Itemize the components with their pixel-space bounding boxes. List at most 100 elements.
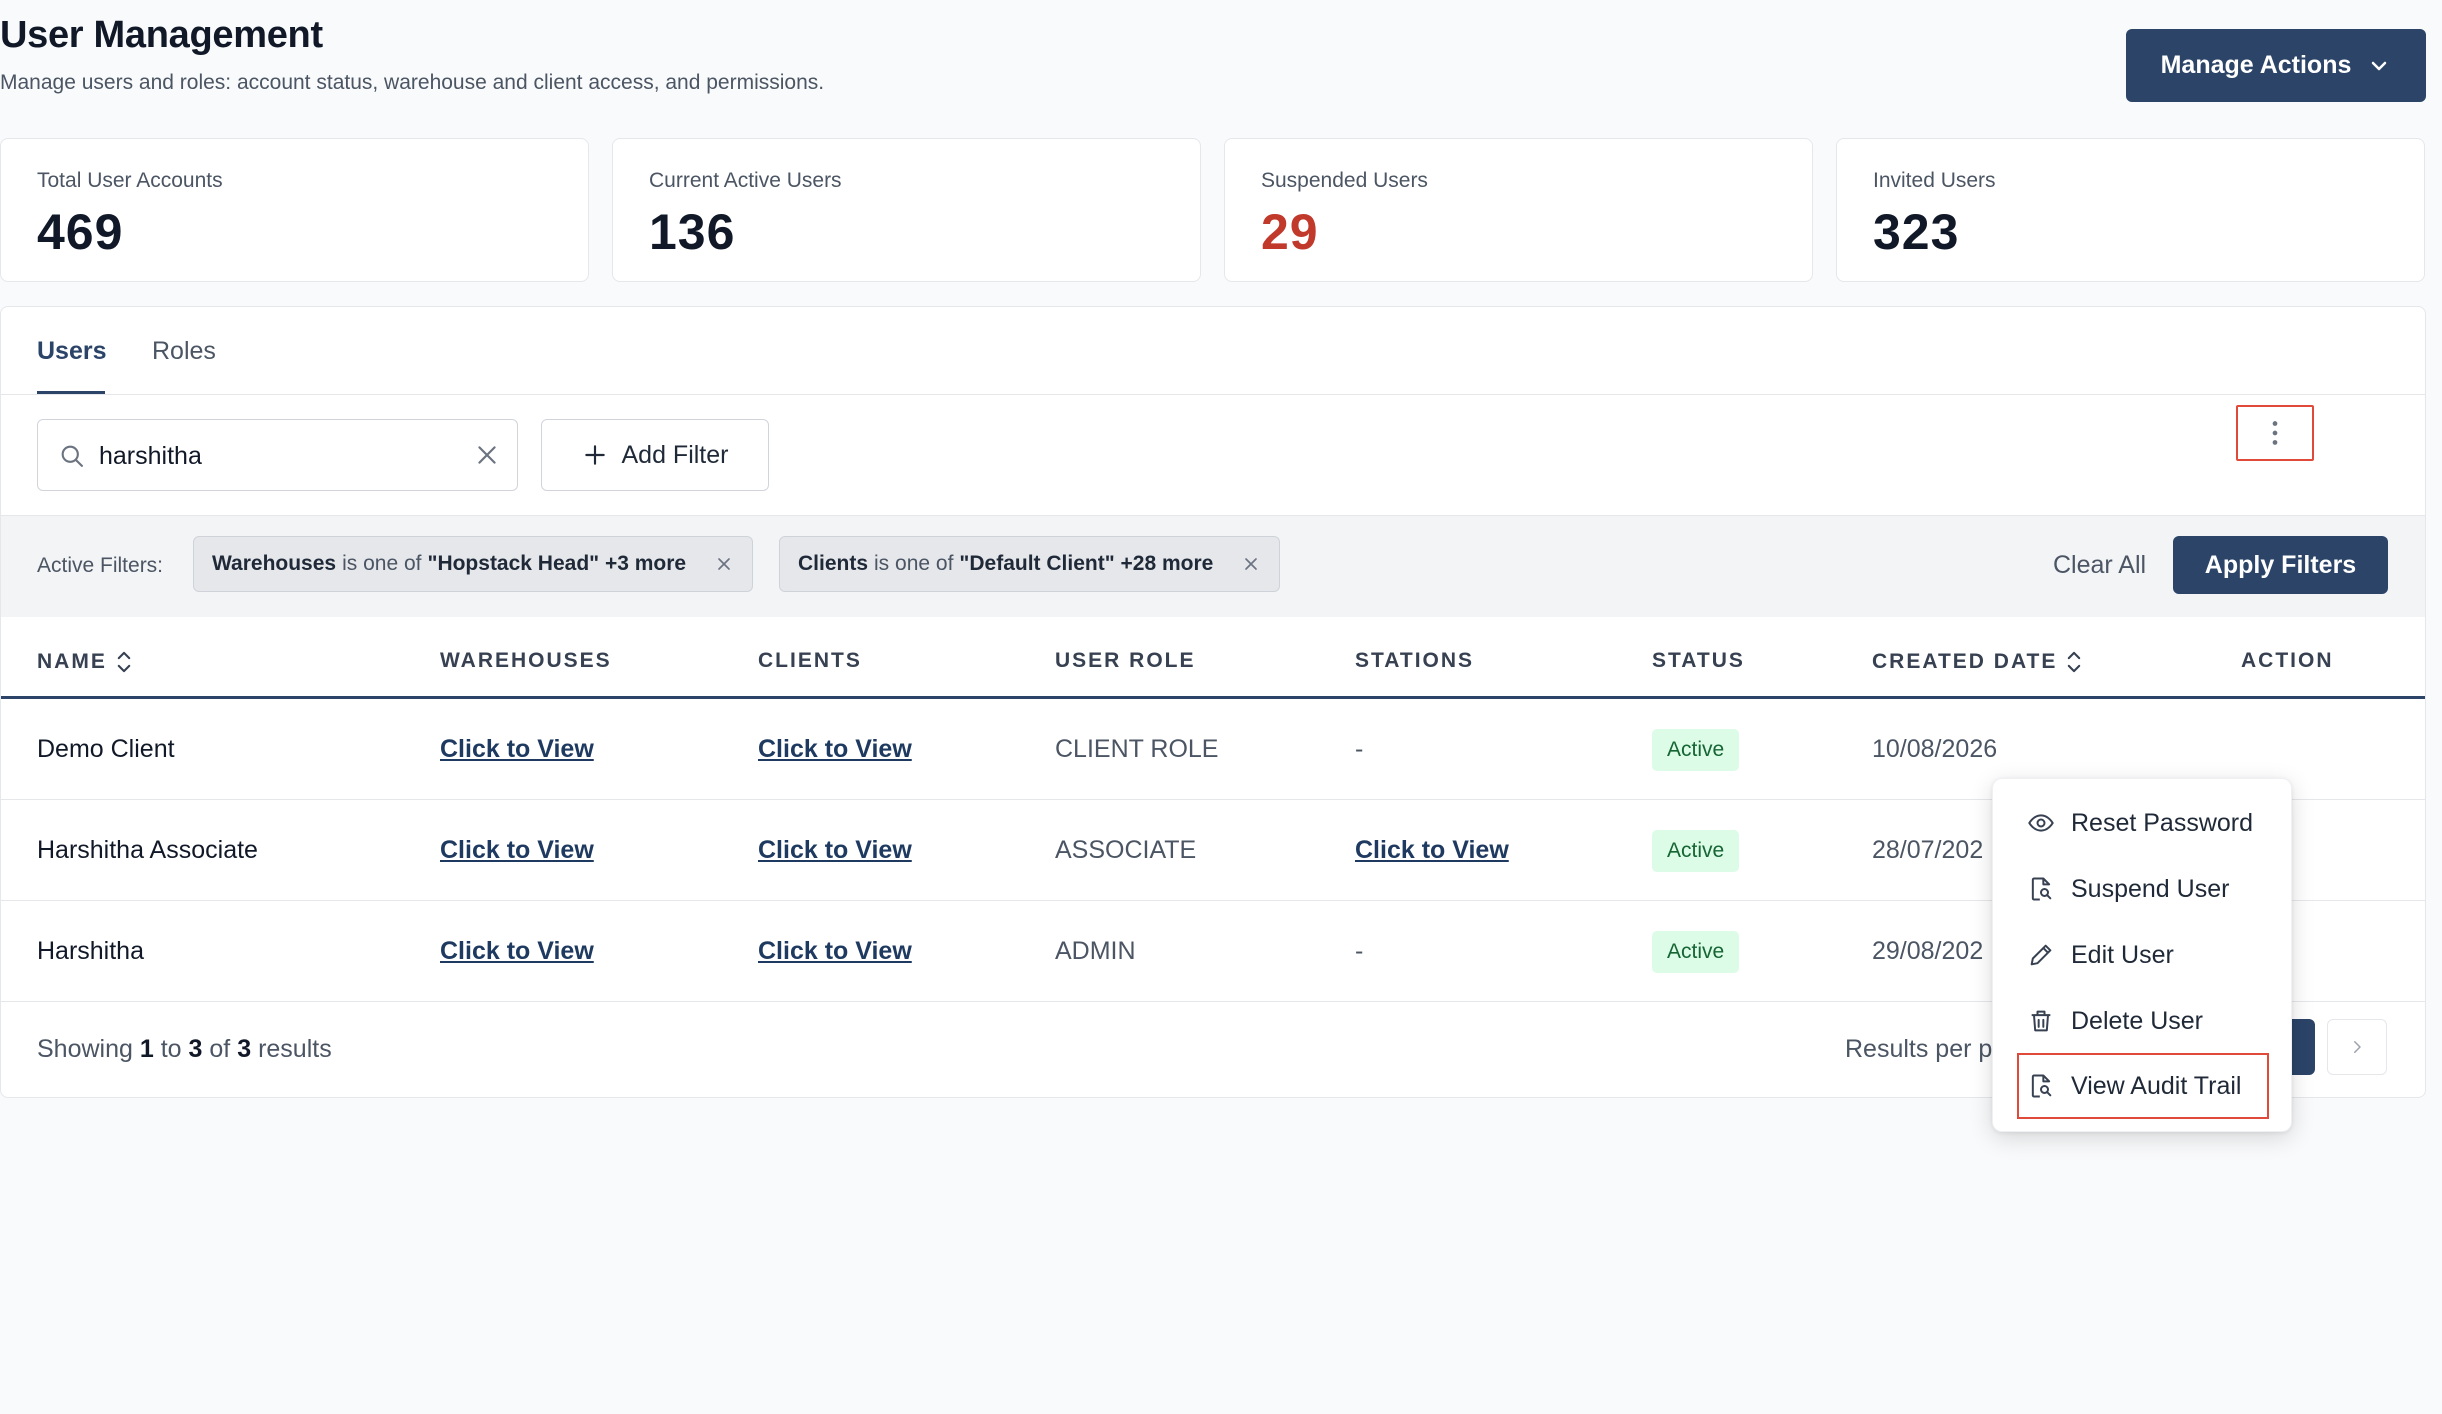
warehouses-link[interactable]: Click to View (440, 836, 594, 864)
summary-from: 1 (139, 1035, 154, 1063)
sort-icon (2068, 651, 2081, 673)
cell-created-date: 28/07/202 (1872, 836, 1984, 864)
column-header-name[interactable]: NAME (37, 649, 133, 675)
cell-name: Harshitha (37, 937, 144, 965)
search-value: harshitha (99, 442, 202, 470)
chevron-right-icon (2354, 1041, 2361, 1053)
column-header-action: ACTION (2241, 649, 2334, 672)
tab-roles[interactable]: Roles (152, 337, 216, 365)
row-actions-button[interactable] (2236, 405, 2314, 461)
eye-icon (2028, 814, 2054, 832)
clients-link[interactable]: Click to View (758, 937, 912, 965)
cell-name: Demo Client (37, 735, 175, 763)
summary-text: results (258, 1035, 332, 1063)
column-label: CREATED DATE (1872, 650, 2058, 673)
clear-all-button[interactable]: Clear All (2053, 551, 2147, 579)
tab-active-indicator (37, 391, 105, 394)
chip-field: Warehouses (212, 552, 337, 575)
stations-link[interactable]: Click to View (1355, 836, 1509, 864)
cell-user-role: ASSOCIATE (1055, 836, 1197, 864)
filter-chip-warehouses: Warehouses is one of "Hopstack Head" +3 … (193, 536, 754, 592)
row-actions-menu: Reset Password Suspend User Edit User De… (1992, 778, 2292, 1132)
summary-total: 3 (237, 1035, 252, 1063)
menu-item-label: Suspend User (2071, 874, 2230, 903)
stat-value: 469 (37, 204, 124, 260)
results-per-page-label: Results per p (1845, 1035, 1993, 1063)
warehouses-link[interactable]: Click to View (440, 735, 594, 763)
table-row: Harshitha Associate Click to View Click … (1, 800, 2425, 901)
cell-created-date: 10/08/2026 (1872, 735, 1998, 763)
cell-created-date: 29/08/202 (1872, 937, 1984, 965)
remove-filter-icon[interactable] (1241, 554, 1261, 574)
menu-item-suspend-user[interactable]: Suspend User (2017, 859, 2269, 919)
document-search-icon (2031, 1074, 2052, 1098)
chip-value: "Hopstack Head" +3 more (427, 552, 687, 575)
document-search-icon (2031, 877, 2052, 901)
cell-stations: - (1355, 937, 1364, 965)
summary-text: of (209, 1035, 231, 1063)
column-header-status: STATUS (1652, 649, 1745, 672)
menu-item-edit-user[interactable]: Edit User (2017, 925, 2269, 985)
column-header-created-date[interactable]: CREATED DATE (1872, 649, 2083, 675)
next-page-button[interactable] (2327, 1019, 2387, 1075)
active-filters-label: Active Filters: (37, 554, 164, 577)
cell-user-role: CLIENT ROLE (1055, 735, 1219, 763)
stat-value: 29 (1261, 204, 1319, 260)
add-filter-label: Add Filter (621, 440, 729, 469)
menu-item-view-audit-trail[interactable]: View Audit Trail (2017, 1053, 2269, 1119)
tab-bar: Users Roles (1, 307, 2425, 395)
menu-item-label: Reset Password (2071, 808, 2254, 837)
status-badge: Active (1652, 830, 1740, 872)
page-header: User Management Manage users and roles: … (0, 14, 824, 95)
status-badge: Active (1652, 931, 1740, 973)
add-filter-button[interactable]: Add Filter (541, 419, 769, 491)
filter-chip-clients: Clients is one of "Default Client" +28 m… (779, 536, 1281, 592)
column-header-clients: CLIENTS (758, 649, 862, 672)
search-input[interactable]: harshitha (37, 419, 518, 491)
column-header-warehouses: WAREHOUSES (440, 649, 612, 672)
manage-actions-button[interactable]: Manage Actions (2126, 29, 2426, 102)
remove-filter-icon[interactable] (714, 554, 734, 574)
table-header: NAME WAREHOUSES CLIENTS USER ROLE STATIO… (1, 617, 2425, 699)
users-panel: Users Roles harshitha Add Filter Active … (0, 306, 2426, 1098)
stat-card-invited: Invited Users 323 (1836, 138, 2425, 282)
pencil-icon (2030, 944, 2052, 966)
more-vertical-icon (2272, 421, 2278, 445)
column-label: NAME (37, 650, 107, 673)
table-row: Demo Client Click to View Click to View … (1, 699, 2425, 800)
close-icon[interactable] (474, 442, 500, 468)
summary-text: to (160, 1035, 182, 1063)
chip-field: Clients (798, 552, 869, 575)
cell-stations: - (1355, 735, 1364, 763)
column-header-user-role: USER ROLE (1055, 649, 1196, 672)
warehouses-link[interactable]: Click to View (440, 937, 594, 965)
tab-users[interactable]: Users (37, 337, 107, 365)
stat-label: Current Active Users (649, 169, 842, 192)
page-title: User Management (0, 14, 323, 56)
stat-value: 323 (1873, 204, 1960, 260)
cell-user-role: ADMIN (1055, 937, 1136, 965)
status-badge: Active (1652, 729, 1740, 771)
pagination-summary: Showing 1 to 3 of 3 results (37, 1035, 332, 1064)
stat-value: 136 (649, 204, 736, 260)
sort-icon (117, 651, 131, 673)
page-subtitle: Manage users and roles: account status, … (0, 71, 825, 94)
menu-item-label: Delete User (2071, 1006, 2203, 1035)
stat-card-active: Current Active Users 136 (612, 138, 1201, 282)
manage-actions-label: Manage Actions (2160, 51, 2352, 79)
clients-link[interactable]: Click to View (758, 735, 912, 763)
menu-item-delete-user[interactable]: Delete User (2017, 991, 2269, 1051)
clients-link[interactable]: Click to View (758, 836, 912, 864)
table-row: Harshitha Click to View Click to View AD… (1, 901, 2425, 1002)
chip-operator: is one of (342, 552, 422, 575)
summary-text: Showing (37, 1035, 133, 1063)
summary-to: 3 (188, 1035, 203, 1063)
menu-item-reset-password[interactable]: Reset Password (2017, 793, 2269, 853)
column-header-stations: STATIONS (1355, 649, 1475, 672)
stat-label: Suspended Users (1261, 169, 1428, 192)
plus-icon (584, 445, 605, 465)
trash-icon (2031, 1010, 2051, 1032)
chip-operator: is one of (874, 552, 954, 575)
stat-card-total: Total User Accounts 469 (0, 138, 589, 282)
apply-filters-button[interactable]: Apply Filters (2173, 536, 2388, 594)
